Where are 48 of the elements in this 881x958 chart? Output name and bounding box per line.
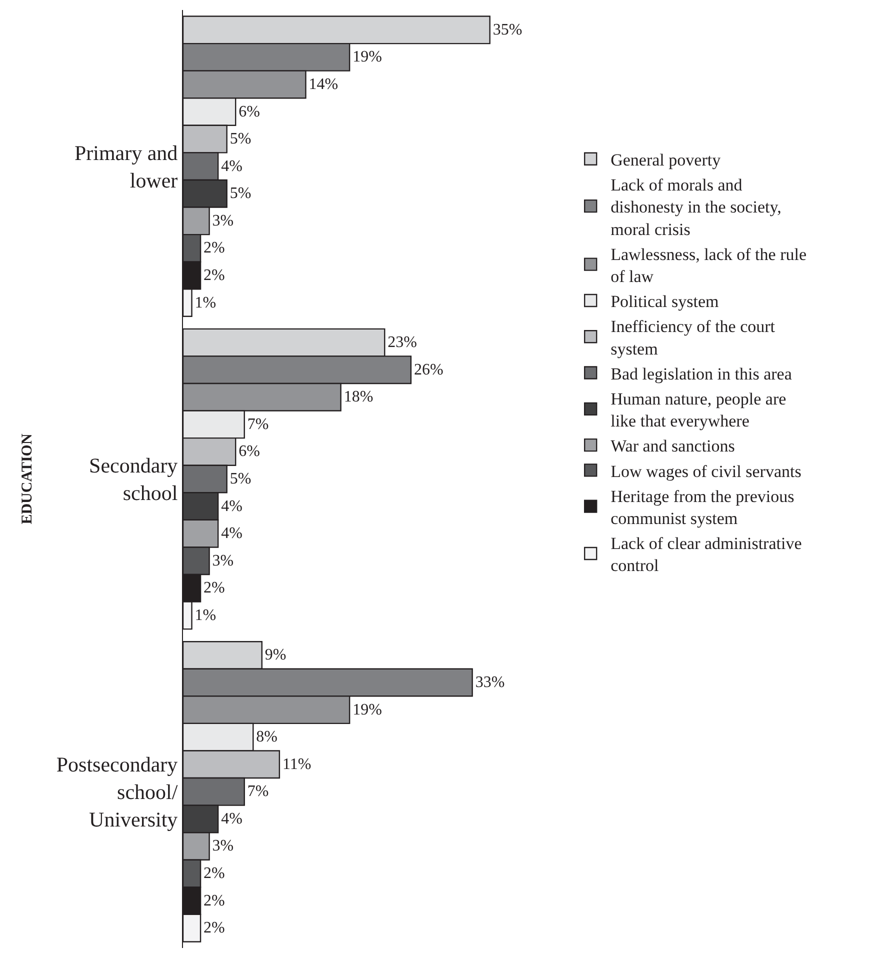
legend-label: War and sanctions [610,436,735,456]
data-label: 33% [475,674,505,692]
data-label: 11% [282,756,312,773]
data-label: 18% [344,388,374,406]
y-tick-label: Postsecondary school/ University [56,752,178,832]
data-label: 5% [230,470,252,488]
legend-label: Lack of clear administrative control [610,534,802,576]
data-label: 2% [204,580,225,597]
data-label: 4% [221,810,242,828]
data-label: 3% [212,212,234,230]
data-label: 2% [204,266,225,284]
data-label: 9% [264,646,286,664]
data-label: 26% [414,361,444,378]
legend-label: Political system [610,292,719,312]
data-label: 14% [308,76,338,93]
data-label: 4% [221,158,242,175]
legend-label: General poverty [610,150,722,170]
data-label: 3% [212,838,234,855]
legend-label: Inefficiency of the court system [610,317,776,358]
data-label: 6% [238,103,260,120]
data-label: 2% [204,865,225,882]
data-label: 1% [194,294,216,312]
data-label: 19% [352,48,382,66]
y-tick-label: Secondary school [89,454,178,505]
data-label: 2% [204,920,225,937]
data-label: 1% [194,606,216,624]
legend-label: Lawlessness, lack of the rule of law [610,244,807,286]
y-tick-label: Primary and lower [74,141,178,192]
legend-label: Human nature, people are like that everywhere [610,390,786,431]
data-label: 8% [256,728,278,746]
legend-label: Low wages of civil servants [610,462,802,481]
data-label: 23% [388,334,417,352]
data-label: 3% [212,552,234,570]
data-label: 19% [352,701,382,718]
y-axis-title: EDUCATION [20,434,36,524]
data-label: 2% [204,240,225,257]
data-label: 5% [230,130,252,148]
data-label: 5% [230,185,252,202]
data-label: 35% [492,21,522,38]
data-label: 4% [221,525,242,542]
legend-label: Heritage from the previous communist system [610,486,794,528]
data-label: 6% [238,443,260,460]
data-label: 4% [221,498,242,515]
legend-label: Bad legislation in this area [610,364,792,384]
data-label: 2% [204,892,225,910]
legend-label: Lack of morals and dishonesty in the society, moral crisis [610,176,782,239]
data-label: 7% [247,783,269,800]
data-label: 7% [247,416,269,433]
